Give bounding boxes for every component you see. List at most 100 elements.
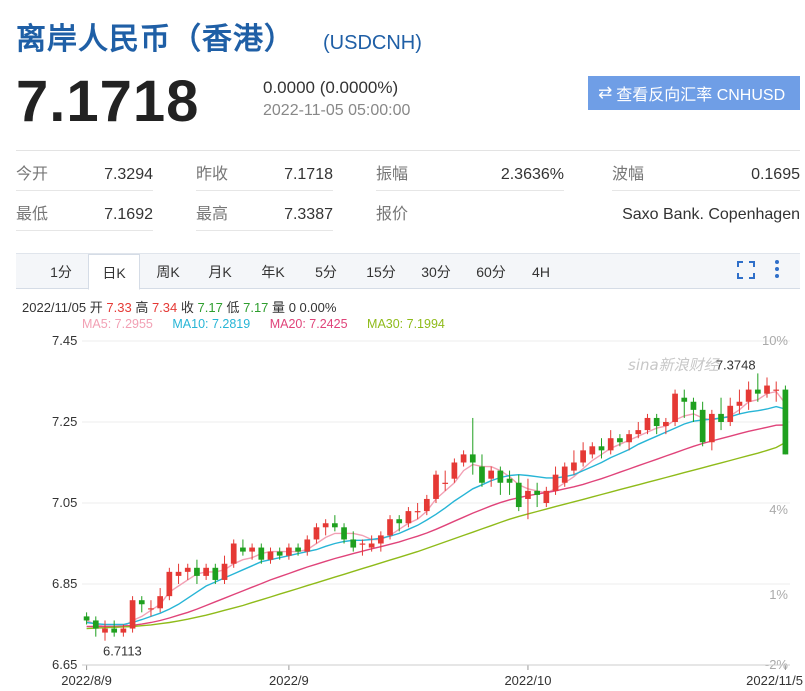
candle xyxy=(782,389,789,455)
tab-15min[interactable]: 15分 xyxy=(366,264,396,280)
candle xyxy=(423,498,430,512)
tab-monthly[interactable]: 月K xyxy=(208,264,232,280)
candle xyxy=(102,628,108,633)
quote-timestamp: 2022-11-05 05:00:00 xyxy=(263,102,411,119)
candle xyxy=(534,490,540,495)
candle xyxy=(745,389,752,402)
reverse-rate-button[interactable]: ⇄ 查看反向汇率 CNHUSD xyxy=(588,76,800,110)
candle xyxy=(313,527,320,540)
price-change: 0.0000 (0.0000%) xyxy=(263,78,399,97)
tab-1min[interactable]: 1分 xyxy=(50,264,72,280)
stat-open: 今开 7.3294 xyxy=(16,151,153,191)
ma5-legend: MA5: 7.2955 xyxy=(82,317,153,331)
candle xyxy=(405,511,412,524)
candle xyxy=(129,600,136,629)
tab-5min[interactable]: 5分 xyxy=(315,264,337,280)
candle xyxy=(442,482,449,484)
ticker-symbol: (USDCNH) xyxy=(323,32,422,54)
max-annotation: 7.3748 xyxy=(716,357,756,372)
sina-watermark: sina新浪财经 xyxy=(628,356,721,374)
candle xyxy=(433,474,439,499)
candle xyxy=(672,393,678,422)
candle xyxy=(304,539,311,552)
candle xyxy=(571,462,577,471)
candle xyxy=(387,519,393,536)
candle xyxy=(120,628,127,633)
candle xyxy=(451,462,458,479)
candle xyxy=(727,405,734,422)
candle xyxy=(543,490,550,503)
candle xyxy=(240,547,246,552)
x-tick-label: 2022/11/5 xyxy=(746,673,803,688)
more-options-icon[interactable] xyxy=(772,258,782,285)
y-tick-label: 7.45 xyxy=(52,333,77,348)
x-tick-label: 2022/10 xyxy=(504,673,551,688)
ma-legend: MA5: 7.2955 MA10: 7.2819 MA20: 7.2425 MA… xyxy=(82,317,461,331)
tab-4h[interactable]: 4H xyxy=(532,264,550,280)
candle xyxy=(764,385,770,394)
candle xyxy=(414,511,421,513)
ohlc-readout: 2022/11/05 开 7.33 高 7.34 收 7.17 低 7.17 量… xyxy=(22,300,337,315)
candle xyxy=(138,600,145,605)
candle xyxy=(589,446,596,455)
candle xyxy=(194,567,200,576)
candle xyxy=(83,616,90,621)
candle xyxy=(267,551,274,560)
candle xyxy=(708,413,715,443)
candle xyxy=(295,547,301,552)
x-tick-label: 2022/9 xyxy=(269,673,309,688)
y-tick-label: 6.85 xyxy=(52,576,77,591)
candle xyxy=(469,454,476,463)
candle xyxy=(479,466,485,483)
ma30-legend: MA30: 7.1994 xyxy=(367,317,445,331)
candle xyxy=(644,417,651,431)
tab-60min[interactable]: 60分 xyxy=(476,264,506,280)
stat-amplitude: 振幅 2.3636% xyxy=(376,151,564,191)
candle xyxy=(515,482,522,508)
ma5-line xyxy=(86,390,786,628)
candle xyxy=(718,413,724,422)
candle xyxy=(230,543,237,564)
candle xyxy=(497,470,504,483)
candle xyxy=(396,519,403,524)
candle xyxy=(681,397,688,402)
candle xyxy=(607,438,614,451)
stat-quote-source: 报价 xyxy=(376,206,409,223)
candle xyxy=(663,422,669,427)
candle xyxy=(286,547,292,556)
candle xyxy=(332,523,338,528)
candle xyxy=(203,567,209,576)
x-tick-label: 2022/8/9 xyxy=(61,673,112,688)
tab-weekly[interactable]: 周K xyxy=(156,264,180,280)
candle xyxy=(175,571,182,576)
candle xyxy=(148,608,154,610)
candle xyxy=(488,470,495,479)
candle xyxy=(359,543,366,545)
candle xyxy=(221,563,228,580)
candle xyxy=(561,466,568,483)
candle xyxy=(157,596,164,609)
candle xyxy=(690,401,697,410)
pct-tick-label: 1% xyxy=(769,587,788,602)
stats-panel: 今开 7.3294 昨收 7.1718 振幅 2.3636% 波幅 0.1695 最低 7… xyxy=(16,150,800,231)
fullscreen-icon[interactable] xyxy=(736,260,756,285)
candle xyxy=(111,628,118,633)
candle xyxy=(598,446,605,451)
candle xyxy=(773,389,780,391)
tab-30min[interactable]: 30分 xyxy=(421,264,451,280)
ma10-legend: MA10: 7.2819 xyxy=(172,317,251,331)
tab-yearly[interactable]: 年K xyxy=(261,264,285,280)
candle xyxy=(322,523,329,528)
candle xyxy=(92,620,99,629)
candle xyxy=(368,543,375,548)
candle xyxy=(653,417,660,427)
candle xyxy=(258,547,265,560)
candle xyxy=(580,450,586,463)
candle xyxy=(525,490,531,499)
candle xyxy=(699,409,706,443)
candle xyxy=(350,539,357,548)
pct-tick-label: 10% xyxy=(762,333,788,348)
tab-daily[interactable]: 日K xyxy=(88,254,140,290)
candle xyxy=(249,547,255,552)
